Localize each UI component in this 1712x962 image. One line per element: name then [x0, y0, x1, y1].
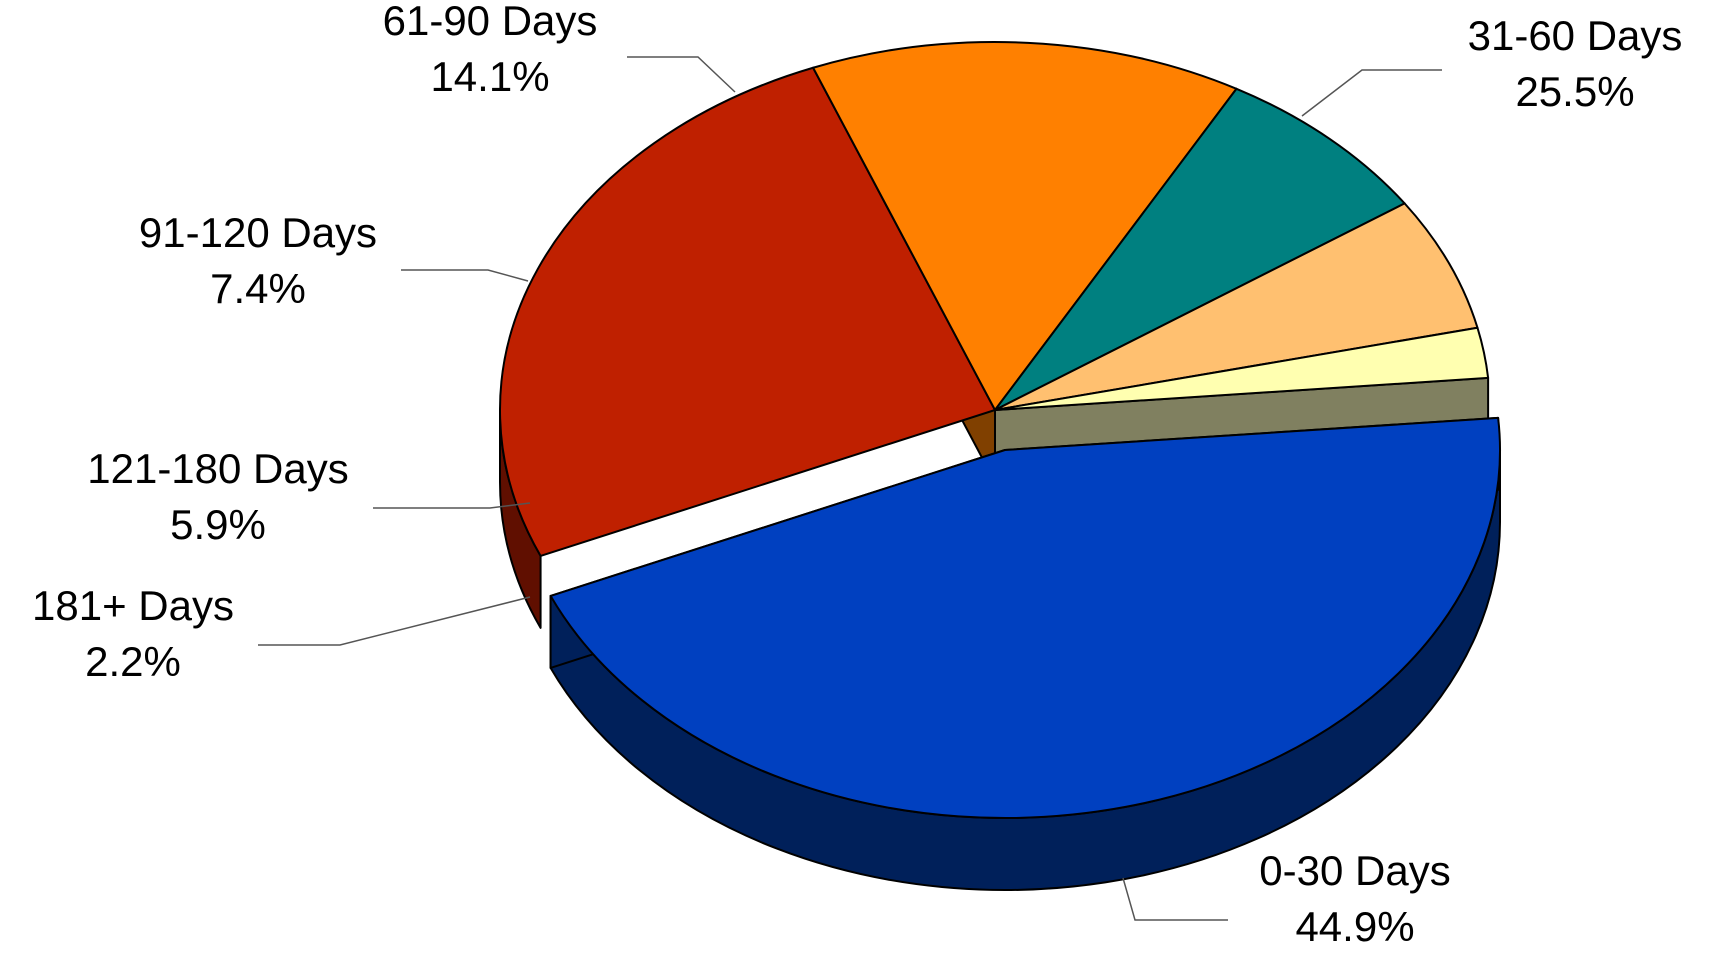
slice-91-120-days: [994, 87, 1406, 411]
leader-lines: [258, 56, 1442, 921]
slice-percent-5: 2.2%: [85, 638, 181, 685]
slice-label-3: 91-120 Days: [139, 209, 377, 256]
leader-line-5: [258, 596, 531, 646]
slice-percent-4: 5.9%: [170, 501, 266, 548]
slice-percent-1: 25.5%: [1515, 68, 1634, 115]
slice-label-0: 0-30 Days: [1259, 847, 1450, 894]
slice-181-days: [994, 326, 1490, 411]
slice-percent-3: 7.4%: [210, 265, 306, 312]
exploded-slice-group: [549, 416, 1501, 892]
pie-tops: [499, 41, 1501, 892]
slice-percent-2: 14.1%: [430, 53, 549, 100]
slice-121-180-days: [994, 202, 1479, 411]
data-labels: 0-30 Days 44.9% 31-60 Days 25.5% 61-90 Days 1…: [32, 0, 1682, 950]
leader-line-3: [401, 269, 529, 282]
leader-line-1: [1301, 69, 1442, 117]
slice-label-5: 181+ Days: [32, 582, 234, 629]
slice-label-1: 31-60 Days: [1468, 12, 1683, 59]
slice-label-4: 121-180 Days: [87, 445, 349, 492]
slice-percent-0: 44.9%: [1295, 903, 1414, 950]
slice-61-90-days: [812, 41, 1238, 411]
slice-label-2: 61-90 Days: [383, 0, 598, 44]
slice-31-60-days: [499, 66, 996, 557]
leader-line-0: [1122, 877, 1228, 921]
leader-line-2: [627, 56, 736, 93]
slice-0-30-days: [549, 416, 1501, 819]
leader-line-4: [373, 502, 531, 509]
